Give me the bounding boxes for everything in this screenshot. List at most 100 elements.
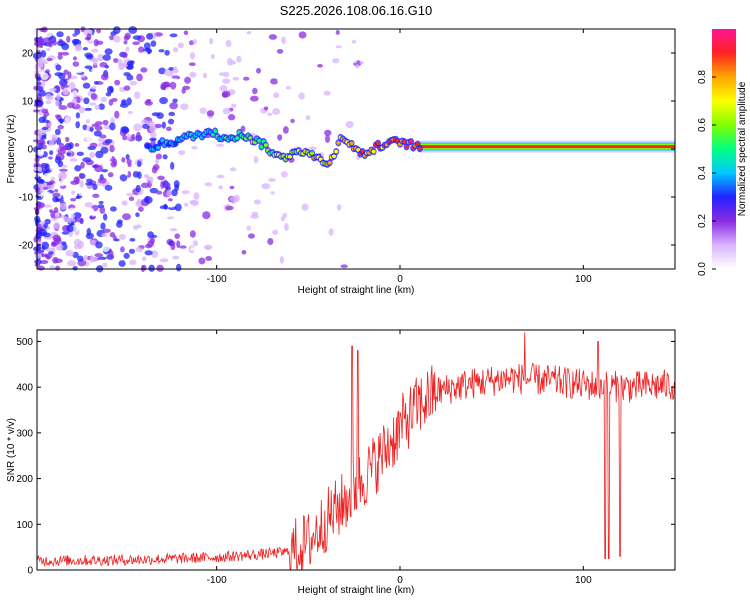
spectrogram-noise-blob	[129, 259, 137, 266]
spectrogram-noise-blob	[169, 218, 177, 226]
spectrogram-noise-blob	[45, 93, 52, 100]
spectrogram-noise-blob	[272, 229, 279, 235]
spectrogram-noise-blob	[66, 152, 72, 156]
spectrogram-noise-blob	[127, 110, 133, 115]
spectrogram-noise-blob	[150, 131, 157, 139]
spectrogram-noise-blob	[40, 50, 47, 58]
signal-blob-core	[235, 136, 240, 140]
y-tick-label: 0	[27, 145, 33, 156]
x-tick-label: -100	[207, 575, 227, 586]
spectrogram-noise-blob	[149, 237, 155, 244]
spectrogram-noise-blob	[169, 33, 178, 38]
spectrogram-noise-blob	[135, 224, 142, 229]
spectrogram-noise-blob	[99, 206, 106, 214]
spectrogram-noise-blob	[154, 158, 160, 165]
spectrogram-noise-blob	[115, 92, 123, 96]
spectrogram-noise-blob	[75, 218, 84, 223]
spectrogram-noise-blob	[51, 45, 60, 53]
spectrogram-noise-blob	[162, 154, 168, 160]
spectrogram-noise-blob	[180, 103, 189, 110]
spectrogram-noise-blob	[101, 232, 108, 238]
spectrogram-noise-blob	[135, 131, 141, 140]
spectrogram-noise-blob	[114, 181, 124, 185]
spectrogram-noise-blob	[51, 134, 58, 141]
spectrogram-noise-blob	[79, 59, 84, 66]
spectrogram-noise-blob	[43, 222, 48, 229]
spectrogram-noise-blob	[132, 41, 140, 46]
spectrogram-noise-blob	[78, 191, 85, 196]
spectrogram-noise-blob	[164, 49, 170, 56]
spectrogram-noise-blob	[53, 207, 59, 215]
spectrogram-noise-blob	[173, 47, 179, 53]
spectrogram-noise-blob	[308, 146, 317, 150]
spectrogram-noise-blob	[142, 123, 150, 129]
spectrogram-noise-blob	[199, 107, 207, 114]
spectrogram-noise-blob	[158, 67, 166, 75]
spectrogram-noise-blob	[276, 48, 284, 54]
spectrogram-noise-blob	[37, 166, 43, 172]
spectrogram-noise-blob	[166, 189, 172, 197]
spectrogram-noise-blob	[188, 62, 196, 66]
x-tick-label: 0	[397, 274, 403, 285]
spectrogram-noise-blob	[70, 197, 77, 202]
spectrogram-noise-blob	[236, 208, 243, 214]
spectrogram-noise-blob	[150, 91, 155, 96]
spectrogram-noise-blob	[229, 185, 235, 190]
x-tick-label: 100	[575, 274, 592, 285]
spectrogram-noise-blob	[212, 169, 217, 176]
spectrogram-noise-blob	[190, 247, 196, 251]
spectrogram-noise-blob	[151, 250, 159, 258]
spectrogram-noise-blob	[148, 264, 155, 272]
spectrogram-noise-blob	[107, 172, 114, 178]
spectrogram-noise-blob	[82, 157, 92, 163]
spectrogram-noise-blob	[133, 123, 142, 132]
colorbar-tick-label: 0.0	[697, 262, 708, 276]
spectrogram-noise-blob	[60, 82, 65, 90]
spectrogram-noise-blob	[76, 151, 84, 156]
spectrogram-noise-blob	[287, 240, 296, 249]
spectrogram-noise-blob	[126, 97, 132, 106]
y-tick-label: 10	[22, 97, 34, 108]
spectrogram-noise-blob	[340, 264, 348, 269]
spectrogram-noise-blob	[179, 245, 187, 249]
spectrogram-noise-blob	[84, 52, 93, 58]
spectrogram-noise-blob	[142, 52, 149, 57]
spectrogram-noise-blob	[299, 126, 305, 134]
spectrogram-noise-blob	[36, 57, 46, 65]
spectrogram-noise-blob	[94, 164, 103, 173]
spectrogram-noise-blob	[44, 163, 50, 171]
spectrogram-noise-blob	[206, 110, 215, 117]
spectrogram-noise-blob	[170, 161, 175, 170]
spectrogram-noise-blob	[59, 119, 64, 124]
spectrogram-noise-blob	[118, 260, 126, 267]
spectrogram-noise-blob	[104, 138, 113, 144]
spectrogram-noise-blob	[36, 81, 42, 86]
spectrogram-noise-blob	[123, 72, 131, 77]
spectrogram-noise-blob	[298, 92, 305, 100]
spectrogram-noise-blob	[249, 95, 259, 102]
spectrogram-noise-blob	[85, 182, 94, 186]
spectrogram-noise-blob	[208, 37, 214, 45]
spectrogram-noise-blob	[74, 28, 81, 36]
spectrogram-noise-blob	[290, 118, 295, 123]
spectrogram-noise-blob	[108, 250, 114, 258]
spectrogram-noise-blob	[46, 48, 51, 52]
spectrogram-noise-blob	[89, 126, 94, 132]
spectrogram-noise-blob	[268, 34, 278, 40]
spectrogram-x-axis-label: Height of straight line (km)	[298, 285, 415, 296]
signal-blob-core	[257, 138, 262, 143]
spectrogram-noise-blob	[35, 231, 43, 240]
spectrogram-noise-blob	[59, 202, 67, 211]
spectrogram-noise-blob	[69, 158, 78, 162]
spectrogram-noise-blob	[218, 72, 226, 77]
spectrogram-noise-blob	[186, 208, 193, 216]
signal-blob-core	[336, 141, 341, 145]
spectrogram-noise-blob	[292, 265, 300, 271]
spectrogram-noise-blob	[205, 256, 213, 262]
spectrogram-noise-blob	[262, 161, 268, 167]
spectrogram-noise-blob	[75, 44, 81, 50]
spectrogram-noise-blob	[100, 73, 109, 81]
spectrogram-noise-blob	[233, 202, 242, 211]
spectrogram-noise-blob	[129, 237, 136, 242]
spectrogram-noise-blob	[335, 45, 342, 49]
